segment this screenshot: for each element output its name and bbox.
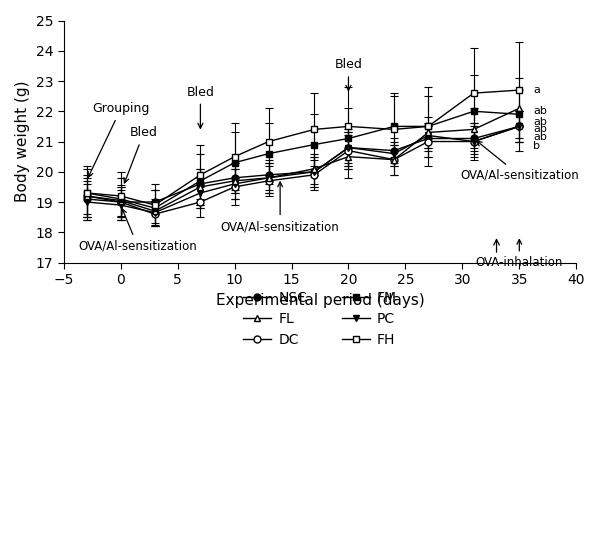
Text: OVA-inhalation: OVA-inhalation — [476, 239, 563, 270]
Text: Bled: Bled — [335, 58, 362, 90]
Legend: NSC, FL, DC, FM, PC, FH: NSC, FL, DC, FM, PC, FH — [238, 285, 402, 353]
Text: ab: ab — [533, 117, 547, 127]
Text: Grouping: Grouping — [88, 102, 149, 177]
Text: ab: ab — [533, 124, 547, 134]
Text: b: b — [533, 141, 540, 151]
Text: a: a — [533, 85, 540, 95]
Text: OVA/Al-sensitization: OVA/Al-sensitization — [79, 209, 197, 253]
Text: OVA/Al-sensitization: OVA/Al-sensitization — [460, 141, 578, 182]
Text: ab: ab — [533, 106, 547, 116]
Text: OVA/Al-sensitization: OVA/Al-sensitization — [221, 182, 340, 233]
Text: Bled: Bled — [187, 86, 214, 128]
X-axis label: Experimental period (days): Experimental period (days) — [215, 293, 424, 307]
Text: ab: ab — [533, 132, 547, 142]
Y-axis label: Body weight (g): Body weight (g) — [15, 81, 30, 202]
Text: Bled: Bled — [124, 126, 158, 183]
